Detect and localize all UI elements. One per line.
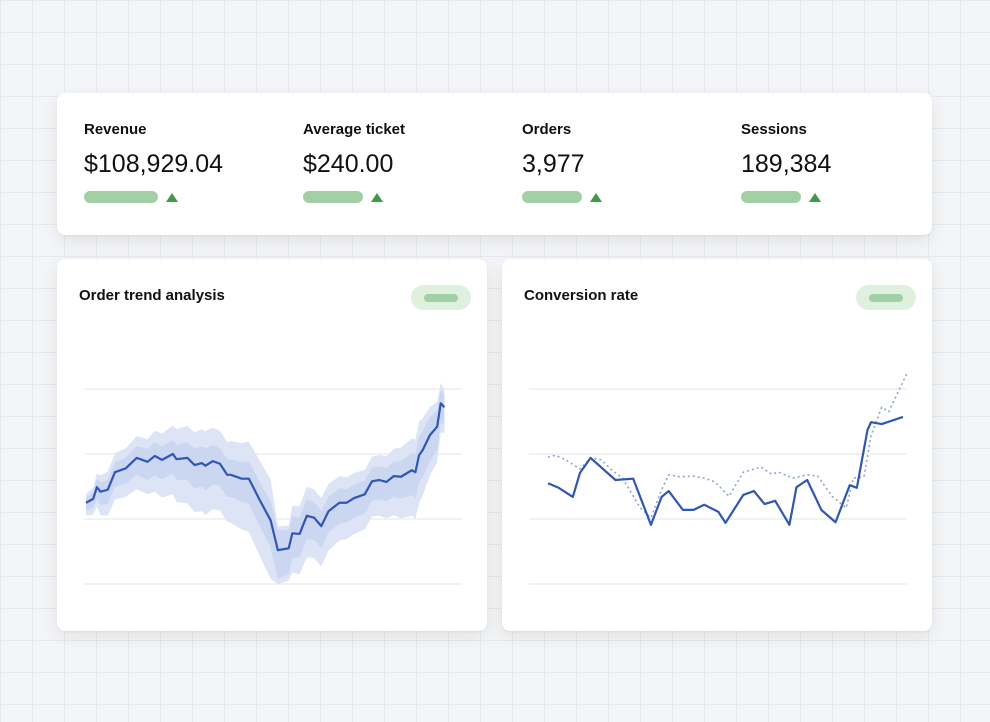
order-trend-chart bbox=[84, 382, 462, 585]
conversion-rate-card: Conversion rate bbox=[502, 259, 932, 631]
kpi-label: Revenue bbox=[84, 121, 147, 138]
outer-confidence-band bbox=[86, 382, 445, 584]
order-trend-card: Order trend analysis bbox=[57, 259, 487, 631]
trend-bar bbox=[303, 191, 363, 203]
kpi-average-ticket: Average ticket $240.00 bbox=[303, 121, 405, 203]
trend-bar bbox=[84, 191, 158, 203]
kpi-value: 189,384 bbox=[741, 150, 832, 178]
trend-up-icon bbox=[371, 192, 383, 202]
trend-up-icon bbox=[590, 192, 602, 202]
status-pill[interactable] bbox=[856, 285, 916, 310]
comparison-line bbox=[547, 373, 908, 519]
trend-bar bbox=[741, 191, 801, 203]
pill-indicator bbox=[424, 293, 458, 302]
kpi-label: Average ticket bbox=[303, 121, 405, 138]
kpi-summary-card: Revenue $108,929.04 Average ticket $240.… bbox=[57, 93, 932, 235]
order-trend-line bbox=[85, 402, 446, 552]
status-pill[interactable] bbox=[411, 285, 471, 310]
kpi-label: Sessions bbox=[741, 121, 807, 138]
trend-up-icon bbox=[166, 192, 178, 202]
kpi-value: 3,977 bbox=[522, 150, 585, 178]
kpi-revenue: Revenue $108,929.04 bbox=[84, 121, 223, 203]
kpi-orders: Orders 3,977 bbox=[522, 121, 602, 203]
kpi-label: Orders bbox=[522, 121, 572, 138]
conversion-line bbox=[547, 415, 904, 526]
kpi-sessions: Sessions 189,384 bbox=[741, 121, 831, 203]
pill-indicator bbox=[869, 293, 903, 302]
kpi-value: $108,929.04 bbox=[84, 150, 224, 178]
trend-bar bbox=[522, 191, 582, 203]
chart-title: Conversion rate bbox=[524, 287, 639, 304]
kpi-value: $240.00 bbox=[303, 150, 394, 178]
conversion-rate-chart bbox=[529, 373, 908, 585]
chart-title: Order trend analysis bbox=[79, 287, 225, 304]
inner-confidence-band bbox=[86, 389, 445, 579]
trend-up-icon bbox=[809, 192, 821, 202]
